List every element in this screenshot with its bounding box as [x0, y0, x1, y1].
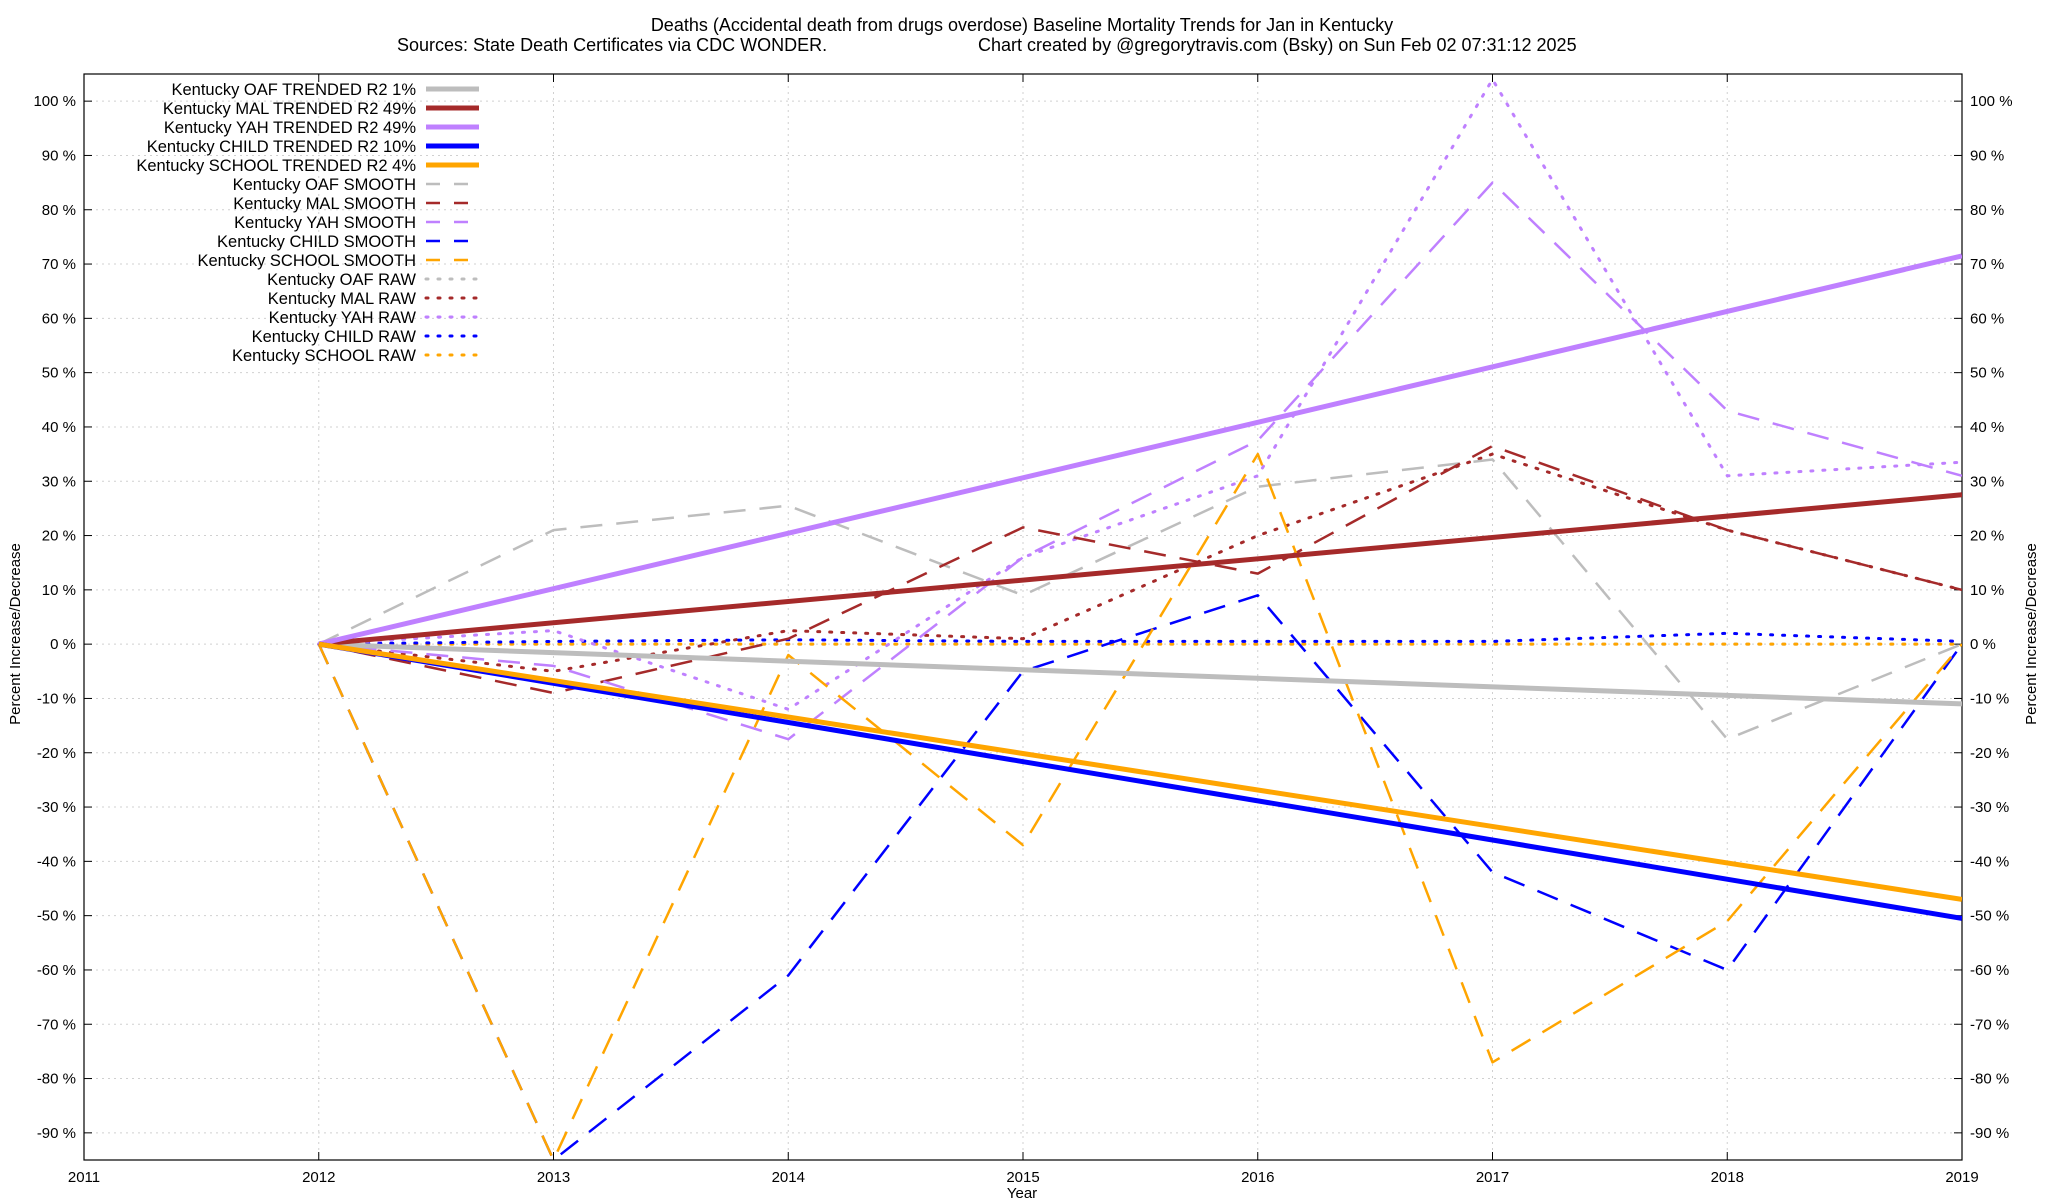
series-line-kentucky-mal-trended-r2-49	[318, 492, 1962, 647]
series-line-kentucky-child-smooth	[317, 594, 1962, 1160]
series-line-kentucky-school-smooth	[317, 452, 1962, 1160]
y-axis-label-left: Percent Increase/Decrease	[7, 543, 24, 725]
y-tick-label-right: -70 %	[1970, 1016, 2009, 1033]
x-tick-label: 2014	[772, 1169, 805, 1186]
y-tick-label-left: 70 %	[42, 256, 76, 273]
y-tick-label-left: -20 %	[37, 745, 76, 762]
legend-label: Kentucky OAF TRENDED R2 1%	[171, 81, 416, 99]
x-axis-label: Year	[1007, 1185, 1037, 1200]
legend-label: Kentucky YAH TRENDED R2 49%	[164, 119, 417, 137]
y-tick-label-right: 100 %	[1970, 93, 2013, 110]
y-tick-label-right: -80 %	[1970, 1071, 2009, 1088]
y-tick-label-right: -20 %	[1970, 745, 2009, 762]
y-tick-label-right: 80 %	[1970, 202, 2004, 219]
y-tick-label-right: 90 %	[1970, 147, 2004, 164]
y-tick-label-right: 50 %	[1970, 365, 2004, 382]
legend-label: Kentucky YAH SMOOTH	[234, 214, 416, 232]
y-tick-label-right: 30 %	[1970, 473, 2004, 490]
series-line-kentucky-school-trended-r2-4	[318, 641, 1962, 902]
y-tick-label-left: 20 %	[42, 528, 76, 545]
x-tick-label: 2013	[537, 1169, 570, 1186]
legend-label: Kentucky MAL TRENDED R2 49%	[163, 100, 416, 118]
y-tick-label-right: -10 %	[1970, 690, 2009, 707]
y-tick-label-left: -70 %	[37, 1016, 76, 1033]
y-tick-label-right: 20 %	[1970, 528, 2004, 545]
y-tick-label-right: -50 %	[1970, 908, 2009, 925]
y-tick-label-left: 50 %	[42, 365, 76, 382]
series-line-kentucky-yah-smooth	[318, 181, 1962, 741]
y-tick-label-left: -90 %	[37, 1125, 76, 1142]
y-tick-label-left: -80 %	[37, 1071, 76, 1088]
y-tick-label-right: 70 %	[1970, 256, 2004, 273]
legend-label: Kentucky CHILD RAW	[252, 328, 417, 346]
y-tick-label-left: -50 %	[37, 908, 76, 925]
x-tick-label: 2011	[68, 1169, 100, 1186]
y-tick-label-left: -40 %	[37, 853, 76, 870]
series-line-kentucky-child-trended-r2-10	[318, 641, 1962, 921]
y-tick-label-right: -90 %	[1970, 1125, 2009, 1142]
y-tick-label-right: 10 %	[1970, 582, 2004, 599]
x-tick-label: 2017	[1476, 1169, 1509, 1186]
chart-title-line1: Deaths (Accidental death from drugs over…	[651, 15, 1393, 35]
legend-label: Kentucky YAH RAW	[269, 309, 417, 327]
y-tick-label-left: 100 %	[33, 93, 76, 110]
y-tick-label-left: 0 %	[50, 636, 76, 653]
legend-label: Kentucky OAF RAW	[267, 271, 416, 289]
y-tick-label-right: -60 %	[1970, 962, 2009, 979]
y-tick-label-right: 60 %	[1970, 310, 2004, 327]
y-axis-left: 100 % 90 % 80 % 70 % 60 % 50 % 40 % 30 % 20 % 10 …	[33, 93, 92, 1142]
y-tick-label-right: -30 %	[1970, 799, 2009, 816]
series-line-kentucky-oaf-trended-r2-1	[318, 641, 1962, 707]
chart-title-group: Deaths (Accidental death from drugs over…	[397, 15, 1577, 55]
y-axis-label-right: Percent Increase/Decrease	[2023, 543, 2040, 725]
x-axis: 2011 2012 2013 2014 2015 2016 2017 2018 2019	[68, 74, 1979, 1186]
x-tick-label: 2019	[1945, 1169, 1978, 1186]
legend-label: Kentucky SCHOOL RAW	[232, 347, 416, 365]
y-tick-label-left: -10 %	[37, 690, 76, 707]
series-line-kentucky-child-raw	[317, 631, 1962, 646]
x-tick-label: 2012	[302, 1169, 335, 1186]
x-tick-label: 2016	[1241, 1169, 1274, 1186]
y-tick-label-left: 30 %	[42, 473, 76, 490]
chart-title-line2-left: Sources: State Death Certificates via CD…	[397, 35, 827, 55]
legend: Kentucky OAF TRENDED R2 1%Kentucky MAL T…	[136, 81, 481, 365]
series-line-kentucky-mal-smooth	[318, 444, 1962, 695]
legend-label: Kentucky SCHOOL SMOOTH	[197, 252, 416, 270]
y-tick-label-right: 40 %	[1970, 419, 2004, 436]
x-tick-label: 2015	[1006, 1169, 1039, 1186]
legend-label: Kentucky CHILD SMOOTH	[217, 233, 416, 251]
y-tick-label-right: -40 %	[1970, 853, 2009, 870]
series-line-kentucky-oaf-smooth	[318, 458, 1962, 741]
y-tick-label-left: 90 %	[42, 147, 76, 164]
series-line-kentucky-yah-trended-r2-49	[318, 253, 1962, 647]
series-line-kentucky-yah-raw	[317, 77, 1962, 711]
chart-title-line2-right: Chart created by @gregorytravis.com (Bsk…	[978, 35, 1577, 55]
legend-label: Kentucky OAF SMOOTH	[233, 176, 416, 194]
y-axis-right: 100 % 90 % 80 % 70 % 60 % 50 % 40 % 30 % 20 % 10 …	[1954, 93, 2013, 1142]
legend-label: Kentucky MAL RAW	[268, 290, 417, 308]
y-tick-label-left: 60 %	[42, 310, 76, 327]
y-tick-label-left: 40 %	[42, 419, 76, 436]
y-tick-label-left: 80 %	[42, 202, 76, 219]
grid	[83, 74, 1963, 1160]
legend-label: Kentucky CHILD TRENDED R2 10%	[147, 138, 417, 156]
y-tick-label-left: -30 %	[37, 799, 76, 816]
x-tick-label: 2018	[1711, 1169, 1744, 1186]
series-line-kentucky-mal-raw	[317, 452, 1962, 673]
legend-label: Kentucky SCHOOL TRENDED R2 4%	[136, 157, 416, 175]
y-tick-label-right: 0 %	[1970, 636, 1996, 653]
y-tick-label-left: 10 %	[42, 582, 76, 599]
legend-label: Kentucky MAL SMOOTH	[233, 195, 416, 213]
y-tick-label-left: -60 %	[37, 962, 76, 979]
series-lines	[317, 77, 1962, 1160]
